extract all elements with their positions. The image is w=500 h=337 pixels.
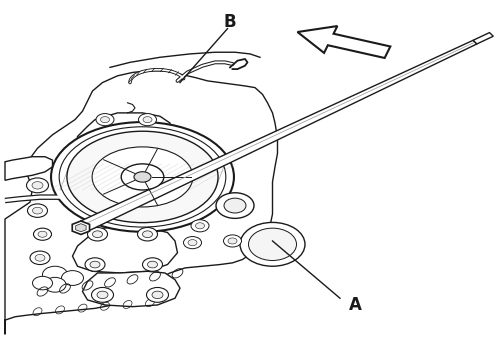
Circle shape bbox=[188, 240, 197, 246]
Circle shape bbox=[240, 222, 305, 266]
Circle shape bbox=[184, 237, 202, 249]
Circle shape bbox=[35, 254, 45, 261]
Circle shape bbox=[97, 291, 108, 299]
Ellipse shape bbox=[59, 127, 226, 227]
Circle shape bbox=[144, 144, 162, 156]
Circle shape bbox=[228, 238, 237, 244]
Circle shape bbox=[26, 178, 48, 193]
Polygon shape bbox=[82, 271, 180, 307]
Circle shape bbox=[62, 271, 84, 285]
Circle shape bbox=[142, 231, 152, 238]
Circle shape bbox=[88, 227, 108, 241]
Polygon shape bbox=[298, 26, 390, 58]
Circle shape bbox=[32, 207, 42, 214]
Circle shape bbox=[88, 144, 106, 156]
Circle shape bbox=[138, 114, 156, 126]
Circle shape bbox=[196, 223, 204, 229]
Circle shape bbox=[216, 193, 254, 218]
Circle shape bbox=[30, 251, 50, 265]
Circle shape bbox=[100, 117, 110, 123]
Circle shape bbox=[148, 261, 158, 268]
Circle shape bbox=[142, 258, 163, 271]
Circle shape bbox=[224, 198, 246, 213]
Circle shape bbox=[44, 277, 66, 292]
Circle shape bbox=[191, 220, 209, 232]
Text: A: A bbox=[348, 296, 362, 314]
Text: B: B bbox=[224, 13, 236, 31]
Polygon shape bbox=[78, 113, 170, 157]
Circle shape bbox=[38, 231, 47, 237]
Circle shape bbox=[92, 231, 102, 238]
Circle shape bbox=[224, 235, 242, 247]
Circle shape bbox=[138, 227, 158, 241]
Circle shape bbox=[34, 228, 52, 240]
Polygon shape bbox=[72, 221, 90, 235]
Circle shape bbox=[32, 276, 52, 290]
Circle shape bbox=[148, 147, 157, 153]
Polygon shape bbox=[473, 33, 494, 44]
Polygon shape bbox=[80, 40, 477, 231]
Circle shape bbox=[152, 291, 163, 299]
Circle shape bbox=[146, 287, 169, 302]
Polygon shape bbox=[76, 224, 86, 232]
Circle shape bbox=[92, 287, 114, 302]
Ellipse shape bbox=[121, 164, 164, 190]
Circle shape bbox=[143, 117, 152, 123]
Polygon shape bbox=[72, 226, 178, 273]
Ellipse shape bbox=[67, 131, 218, 223]
Circle shape bbox=[90, 261, 100, 268]
Circle shape bbox=[28, 204, 48, 217]
Circle shape bbox=[85, 258, 105, 271]
Circle shape bbox=[93, 147, 102, 153]
Polygon shape bbox=[5, 157, 52, 180]
Ellipse shape bbox=[92, 147, 193, 207]
Circle shape bbox=[248, 228, 296, 261]
Circle shape bbox=[42, 266, 68, 283]
Ellipse shape bbox=[51, 122, 234, 232]
Ellipse shape bbox=[134, 172, 151, 182]
Circle shape bbox=[96, 114, 114, 126]
Circle shape bbox=[32, 182, 43, 189]
